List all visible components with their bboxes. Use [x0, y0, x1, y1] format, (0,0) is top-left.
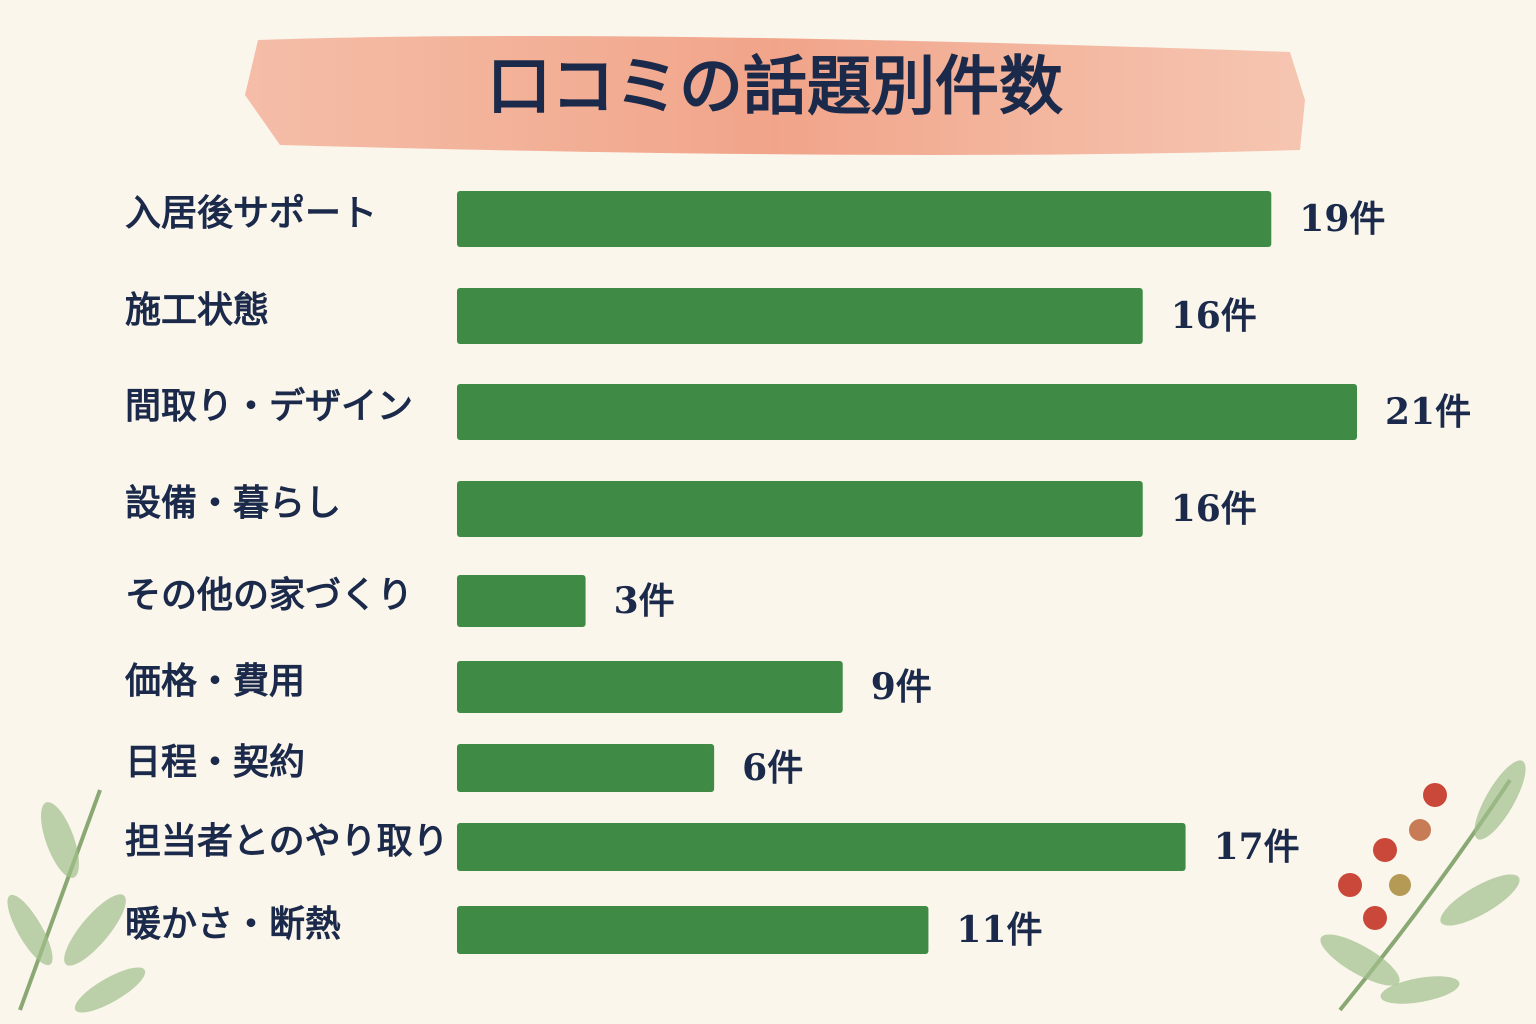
value-label: 21件: [1385, 391, 1471, 433]
category-label: その他の家づくり: [125, 574, 413, 616]
bar: [457, 288, 1143, 344]
chart-title: 口コミの話題別件数: [487, 50, 1063, 125]
value-label: 19件: [1299, 198, 1385, 240]
value-label: 17件: [1214, 826, 1300, 868]
category-label: 担当者とのやり取り: [125, 820, 449, 862]
value-label: 11件: [956, 909, 1042, 951]
value-label: 16件: [1171, 295, 1257, 337]
category-label: 間取り・デザイン: [125, 385, 413, 427]
bar: [457, 481, 1143, 537]
value-label: 9件: [871, 666, 932, 708]
category-label: 価格・費用: [124, 660, 305, 702]
category-label: 設備・暮らし: [125, 482, 341, 524]
bar: [457, 744, 715, 792]
category-label: 暖かさ・断熱: [125, 903, 341, 945]
bar: [457, 191, 1272, 247]
value-label: 3件: [614, 580, 675, 622]
category-label: 日程・契約: [125, 741, 305, 783]
bar: [457, 823, 1186, 871]
bar: [457, 906, 929, 954]
berry-decoration-right: [1320, 760, 1526, 1012]
category-label: 施工状態: [125, 289, 269, 331]
title-brush: [245, 36, 1305, 155]
bar: [457, 384, 1357, 440]
value-label: 16件: [1171, 488, 1257, 530]
value-label: 6件: [742, 747, 803, 789]
category-label: 入居後サポート: [125, 192, 377, 234]
bar: [457, 575, 586, 627]
bar: [457, 661, 843, 713]
leaf-decoration-left: [7, 789, 146, 1013]
